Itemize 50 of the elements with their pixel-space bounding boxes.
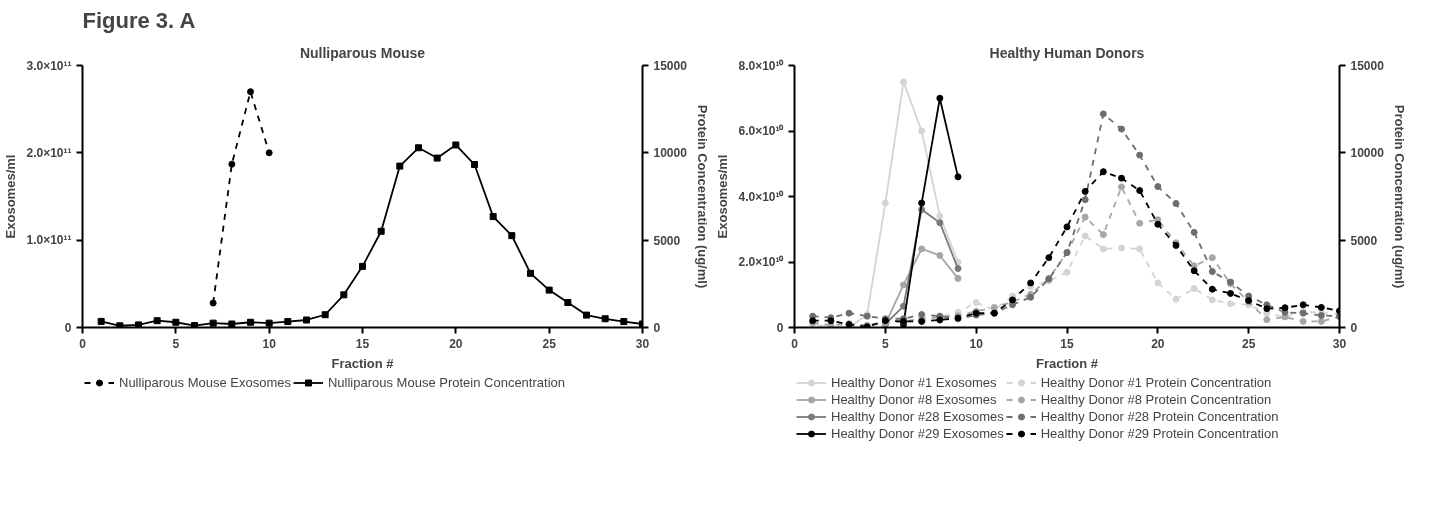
y2-tick-label: 5000 (1350, 233, 1378, 248)
x-tick-label: 25 (542, 336, 557, 351)
x-tick-label: 15 (355, 336, 370, 351)
y-tick-label: 6.0×10¹⁰ (738, 124, 785, 138)
legend-label: Healthy Donor #1 Protein Concentration (1040, 375, 1272, 390)
legend-label: Healthy Donor #28 Exosomes (831, 409, 1004, 424)
y-axis-title: Exosomes/ml (715, 154, 731, 239)
chart-title: Nulliparous Mouse (299, 44, 426, 61)
y2-tick-label: 15000 (653, 59, 688, 73)
chart-title: Healthy Human Donors (989, 44, 1145, 61)
y2-tick-label: 10000 (1350, 146, 1385, 161)
x-tick-label: 0 (791, 336, 799, 351)
x-tick-label: 10 (262, 336, 277, 351)
legend-label: Healthy Donor #28 Protein Concentration (1040, 409, 1279, 424)
legend-label: Healthy Donor #29 Protein Concentration (1040, 426, 1279, 441)
x-tick-label: 0 (79, 336, 87, 351)
x-tick-label: 25 (1241, 336, 1256, 351)
y2-tick-label: 15000 (1350, 59, 1385, 73)
y-axis-title: Exosomes/ml (3, 154, 19, 239)
y-tick-label: 4.0×10¹⁰ (738, 189, 785, 204)
y2-tick-label: 0 (1350, 321, 1358, 335)
x-axis-title: Fraction # (1035, 355, 1099, 371)
y-tick-label: 2.0×10¹¹ (26, 145, 72, 160)
legend-label: Healthy Donor #8 Protein Concentration (1040, 392, 1272, 407)
x-tick-label: 5 (882, 336, 889, 351)
y-tick-label: 0 (64, 320, 72, 335)
y2-tick-label: 0 (653, 321, 661, 335)
x-tick-label: 30 (635, 336, 650, 351)
y-tick-label: 2.0×10¹⁰ (738, 255, 785, 269)
x-tick-label: 10 (969, 336, 984, 351)
legend-label: Healthy Donor #8 Exosomes (831, 392, 997, 407)
y-tick-label: 8.0×10¹⁰ (738, 58, 785, 73)
legend-label: Nulliparous Mouse Protein Concentration (327, 375, 565, 390)
y2-tick-label: 5000 (653, 233, 681, 248)
x-tick-label: 5 (172, 336, 180, 351)
x-tick-label: 20 (449, 336, 463, 351)
legend-label: Nulliparous Mouse Exosomes (119, 375, 291, 390)
x-tick-label: 20 (1151, 336, 1165, 351)
y-tick-label: 0 (776, 320, 784, 335)
x-axis-title: Fraction # (331, 355, 395, 371)
legend-label: Healthy Donor #1 Exosomes (831, 375, 997, 390)
y-tick-label: 3.0×10¹¹ (26, 58, 72, 73)
y-tick-label: 1.0×10¹¹ (26, 233, 72, 248)
y2-tick-label: 10000 (653, 146, 688, 161)
x-tick-label: 30 (1332, 336, 1347, 351)
y2-axis-title: Protein Concentration (ug/ml) (694, 104, 710, 289)
x-tick-label: 15 (1060, 336, 1074, 351)
y2-axis-title: Protein Concentration (ug/ml) (1391, 104, 1407, 289)
caption: Figure 3. A (82, 7, 196, 33)
legend-label: Healthy Donor #29 Exosomes (831, 426, 1004, 441)
